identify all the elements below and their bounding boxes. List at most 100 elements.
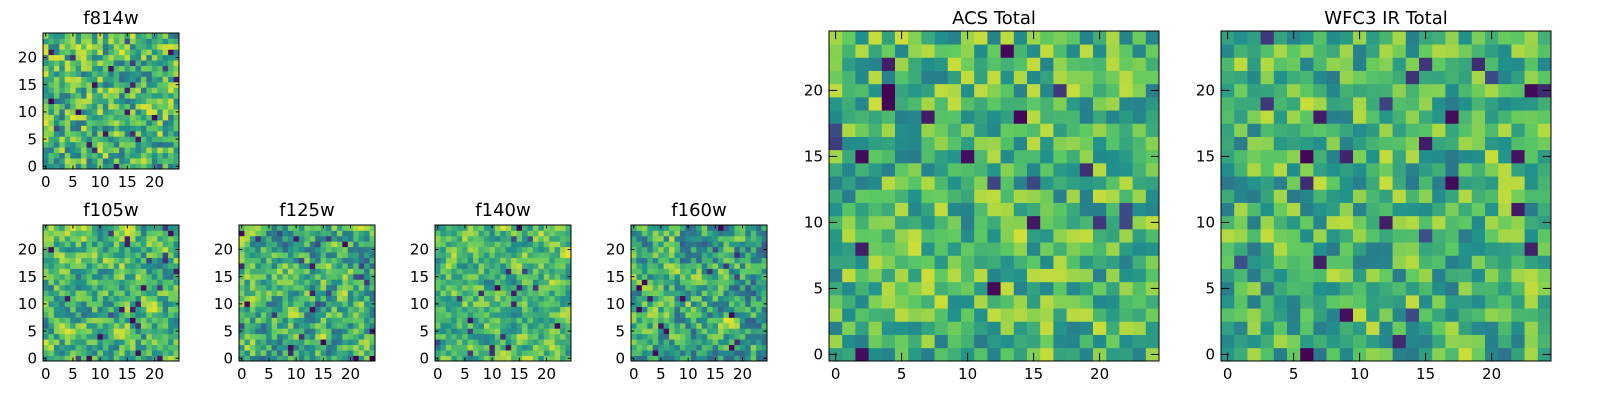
heatmap-cell	[756, 328, 762, 335]
heatmap-cell	[690, 295, 697, 302]
heatmap-cell	[435, 241, 441, 248]
heatmap-cell	[543, 328, 550, 335]
heatmap-cell	[353, 301, 360, 307]
heatmap-cell	[119, 273, 125, 280]
heatmap-cell	[113, 344, 120, 351]
heatmap-cell	[1053, 83, 1067, 98]
heatmap-cell	[353, 317, 360, 324]
heatmap-cell	[336, 317, 343, 324]
heatmap-cell	[255, 246, 262, 253]
heatmap-cell	[48, 252, 55, 258]
heatmap-cell	[364, 290, 370, 297]
heatmap-cell	[1221, 229, 1235, 243]
heatmap-cell	[124, 252, 131, 258]
heatmap-cell	[124, 43, 131, 50]
heatmap-cell	[1313, 57, 1327, 71]
heatmap-cell	[842, 83, 856, 98]
heatmap-cell	[140, 235, 147, 242]
heatmap-cell	[728, 230, 735, 237]
heatmap-cell	[1445, 334, 1459, 349]
heatmap-cell	[1392, 136, 1407, 151]
heatmap-cell	[358, 279, 365, 286]
heatmap-cell	[53, 103, 60, 110]
heatmap-cell	[282, 241, 289, 248]
heatmap-cell	[86, 268, 93, 275]
heatmap-cell	[855, 229, 869, 243]
heatmap-cell	[908, 123, 922, 137]
heatmap-cell	[761, 252, 768, 258]
heatmap-cell	[347, 350, 354, 356]
heatmap-cell	[315, 301, 321, 307]
heatmap-cell	[478, 301, 485, 307]
heatmap-cell	[1040, 202, 1054, 217]
heatmap-cell	[1326, 229, 1341, 243]
heatmap-cell	[961, 295, 975, 309]
heatmap-cell	[336, 355, 343, 362]
heatmap-cell	[336, 306, 343, 313]
heatmap-cell	[1537, 295, 1552, 309]
panel-title: WFC3 IR Total	[1324, 8, 1447, 29]
heatmap-cell	[168, 290, 174, 297]
heatmap-cell	[97, 125, 104, 132]
heatmap-cell	[130, 141, 136, 148]
heatmap-cell	[1000, 31, 1015, 45]
heatmap-cell	[679, 322, 686, 329]
heatmap-cell	[1221, 57, 1235, 71]
heatmap-cell	[855, 255, 869, 269]
heatmap-cell	[1458, 44, 1473, 58]
heatmap-cell	[712, 252, 719, 258]
heatmap-cell	[462, 268, 468, 275]
heatmap-cell	[712, 328, 719, 335]
heatmap-cell	[320, 344, 327, 351]
heatmap-cell	[1379, 202, 1393, 217]
heatmap-cell	[947, 123, 962, 137]
heatmap-cell	[162, 38, 169, 45]
heatmap-cell	[505, 225, 512, 231]
heatmap-cell	[652, 225, 659, 231]
heatmap-cell	[631, 252, 637, 258]
heatmap-cell	[527, 339, 534, 346]
heatmap-cell	[1093, 308, 1107, 322]
heatmap-cell	[342, 339, 349, 346]
heatmap-cell	[140, 284, 147, 291]
heatmap-cell	[456, 246, 463, 253]
heatmap-cell	[260, 350, 267, 356]
heatmap-cell	[113, 263, 120, 269]
heatmap-cell	[987, 268, 1001, 283]
heatmap-cell	[1537, 334, 1552, 349]
heatmap-cell	[70, 268, 76, 275]
heatmap-cell	[266, 328, 272, 335]
heatmap-cell	[516, 273, 523, 280]
heatmap-cell	[102, 130, 109, 137]
heatmap-cell	[761, 306, 768, 313]
heatmap-cell	[43, 65, 49, 72]
heatmap-cell	[516, 295, 523, 302]
heatmap-cell	[48, 38, 55, 45]
heatmap-cell	[1260, 229, 1275, 243]
heatmap-cell	[652, 263, 659, 269]
heatmap-cell	[947, 321, 962, 335]
heatmap-cell	[467, 301, 474, 307]
heatmap-cell	[162, 268, 169, 275]
heatmap-cell	[287, 273, 294, 280]
heatmap-cell	[1145, 308, 1160, 322]
heatmap-cell	[369, 241, 376, 248]
heatmap-cell	[522, 263, 528, 269]
heatmap-cell	[260, 322, 267, 329]
heatmap-cell	[1247, 347, 1261, 362]
heatmap-cell	[1313, 70, 1327, 85]
heatmap-cell	[1405, 163, 1420, 177]
heatmap-cell	[326, 257, 332, 264]
heatmap-cell	[266, 306, 272, 313]
heatmap-cell	[473, 328, 479, 335]
heatmap-cell	[707, 333, 713, 340]
heatmap-cell	[168, 38, 174, 45]
heatmap-cell	[483, 290, 490, 297]
heatmap-cell	[511, 257, 517, 264]
heatmap-cell	[723, 339, 730, 346]
heatmap-cell	[53, 246, 60, 253]
heatmap-cell	[293, 241, 300, 248]
heatmap-cell	[881, 57, 896, 71]
heatmap-cell	[97, 120, 104, 126]
heatmap-cell	[1013, 229, 1028, 243]
